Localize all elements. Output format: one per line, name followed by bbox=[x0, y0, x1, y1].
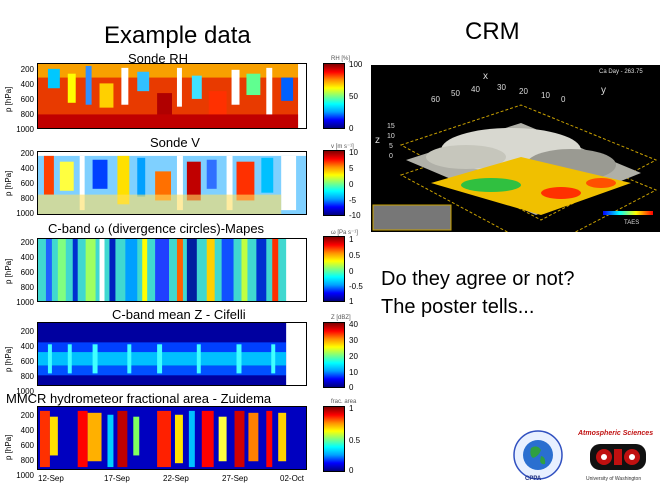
colorbar-tick: 0 bbox=[349, 466, 354, 475]
panel-title-cband-z: C-band mean Z - Cifelli bbox=[112, 307, 246, 322]
crm-title: CRM bbox=[465, 18, 520, 45]
colorbar-tick: 0.5 bbox=[349, 436, 361, 445]
example-data-title: Example data bbox=[104, 22, 251, 49]
ytick: 600 bbox=[20, 357, 34, 366]
answer-text: The poster tells... bbox=[381, 296, 535, 318]
crm-top-tick: 60 bbox=[431, 95, 440, 104]
ytick: 600 bbox=[20, 441, 34, 450]
xtick: 17-Sep bbox=[104, 474, 130, 483]
colorbar-sonde-rh bbox=[323, 63, 345, 129]
colorbar-tick: 100 bbox=[349, 60, 363, 69]
ytick: 200 bbox=[20, 411, 34, 420]
colorbar-tick: 10 bbox=[349, 148, 358, 157]
ytick: 400 bbox=[20, 80, 34, 89]
crm-top-tick: 30 bbox=[497, 83, 506, 92]
crm-axis-z: z bbox=[375, 135, 380, 146]
colorbar-tick: 0 bbox=[349, 180, 354, 189]
ytick: 600 bbox=[20, 179, 34, 188]
ytick: 200 bbox=[20, 149, 34, 158]
colorbar-cband-omega bbox=[323, 236, 345, 302]
colorbar-tick: 10 bbox=[349, 368, 358, 377]
colorbar-tick: 1 bbox=[349, 297, 354, 306]
crm-top-tick: 20 bbox=[519, 87, 528, 96]
ytick: 800 bbox=[20, 110, 34, 119]
heatmap-cband-z bbox=[37, 322, 307, 386]
heatmap-mmcr bbox=[37, 406, 307, 470]
colorbar-tick: -0.5 bbox=[349, 282, 363, 291]
ytick: 400 bbox=[20, 164, 34, 173]
xtick: 12-Sep bbox=[38, 474, 64, 483]
panel-title-mmcr: MMCR hydrometeor fractional area - Zuide… bbox=[6, 391, 272, 406]
uw-title: Atmospheric Sciences bbox=[578, 430, 654, 437]
panel-title-cband-omega: C-band ω (divergence circles)-Mapes bbox=[48, 221, 265, 236]
ytick: 400 bbox=[20, 253, 34, 262]
ytick: 400 bbox=[20, 342, 34, 351]
crm-render: Ca Day - 263.75 TAES x y z 60 50 40 30 2… bbox=[371, 65, 660, 232]
crm-axis-x: x bbox=[483, 71, 488, 82]
ytick: 1000 bbox=[16, 125, 34, 134]
colorbar-sonde-v bbox=[323, 150, 345, 216]
crm-z-tick: 10 bbox=[387, 133, 395, 140]
crm-top-tick: 0 bbox=[561, 95, 566, 104]
ytick: 200 bbox=[20, 65, 34, 74]
colorbar-tick: 0 bbox=[349, 267, 354, 276]
crm-z-tick: 5 bbox=[389, 143, 393, 150]
crm-top-tick: 10 bbox=[541, 91, 550, 100]
colorbar-tick: 20 bbox=[349, 352, 358, 361]
ytick: 800 bbox=[20, 372, 34, 381]
cppa-logo: CPPA bbox=[511, 430, 566, 485]
panel-title-sonde-v: Sonde V bbox=[150, 135, 200, 150]
crm-z-tick: 0 bbox=[389, 153, 393, 160]
colorbar-unit: ω [Pa s⁻¹] bbox=[331, 230, 358, 236]
colorbar-tick: -5 bbox=[349, 196, 357, 205]
ytick: 600 bbox=[20, 268, 34, 277]
xtick: 27-Sep bbox=[222, 474, 248, 483]
heatmap-sonde-rh bbox=[37, 63, 307, 129]
question-text: Do they agree or not? bbox=[381, 268, 575, 290]
ytick: 1000 bbox=[16, 298, 34, 307]
xtick: 02-Oct bbox=[280, 474, 305, 483]
colorbar-tick: 0 bbox=[349, 124, 354, 133]
ytick: 200 bbox=[20, 238, 34, 247]
ytick: 600 bbox=[20, 95, 34, 104]
ytick: 1000 bbox=[16, 209, 34, 218]
crm-info: Ca Day - 263.75 bbox=[599, 69, 643, 75]
ytick: 1000 bbox=[16, 471, 34, 480]
colorbar-tick: 40 bbox=[349, 320, 358, 329]
crm-colorbar-label: TAES bbox=[624, 220, 640, 226]
ytick: 800 bbox=[20, 194, 34, 203]
uw-atmos-logo: Atmospheric Sciences University of Washi… bbox=[576, 428, 658, 486]
colorbar-unit: RH [%] bbox=[331, 56, 351, 62]
colorbar-unit: frac. area bbox=[331, 399, 357, 405]
colorbar-tick: 30 bbox=[349, 336, 358, 345]
crm-axis-y: y bbox=[601, 85, 606, 96]
colorbar-tick: 5 bbox=[349, 164, 354, 173]
crm-top-tick: 40 bbox=[471, 85, 480, 94]
ytick: 800 bbox=[20, 456, 34, 465]
colorbar-unit: v [m s⁻¹] bbox=[331, 144, 354, 150]
uw-subtitle: University of Washington bbox=[586, 476, 642, 482]
colorbar-mmcr bbox=[323, 406, 345, 472]
colorbar-tick: 0 bbox=[349, 383, 354, 392]
colorbar-tick: 50 bbox=[349, 92, 358, 101]
colorbar-tick: 1 bbox=[349, 404, 354, 413]
colorbar-unit: Z [dBZ] bbox=[331, 315, 351, 321]
ytick: 800 bbox=[20, 283, 34, 292]
ytick: 400 bbox=[20, 426, 34, 435]
colorbar-tick: -10 bbox=[349, 211, 361, 220]
heatmap-cband-omega bbox=[37, 238, 307, 302]
crm-z-tick: 15 bbox=[387, 123, 395, 130]
heatmap-sonde-v bbox=[37, 151, 307, 215]
ytick: 1000 bbox=[16, 387, 34, 396]
crm-top-tick: 50 bbox=[451, 89, 460, 98]
ytick: 200 bbox=[20, 327, 34, 336]
colorbar-tick: 0.5 bbox=[349, 251, 361, 260]
colorbar-tick: 1 bbox=[349, 235, 354, 244]
colorbar-cband-z bbox=[323, 322, 345, 388]
xtick: 22-Sep bbox=[163, 474, 189, 483]
cppa-text: CPPA bbox=[525, 476, 542, 482]
panel-title-sonde-rh: Sonde RH bbox=[128, 51, 188, 66]
